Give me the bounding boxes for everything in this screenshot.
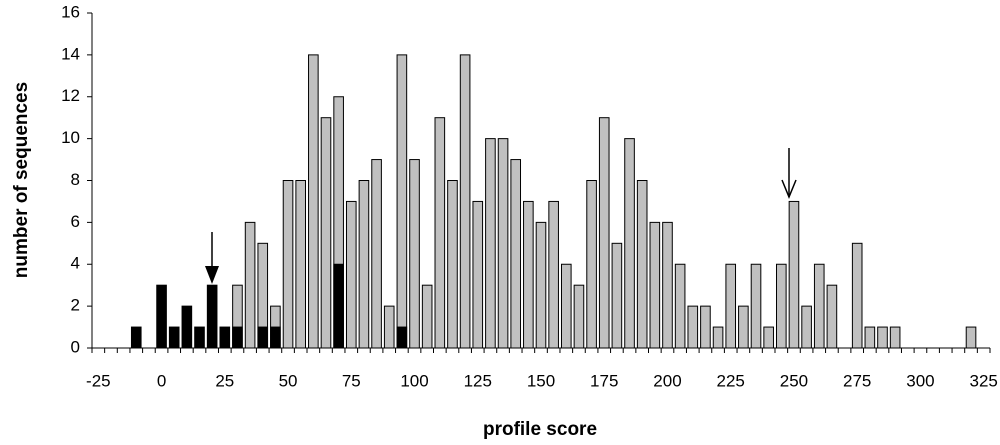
y-tick-label: 16: [61, 2, 80, 21]
x-axis-title: profile score: [483, 419, 597, 440]
bar: [308, 54, 319, 349]
y-tick-label: 4: [71, 254, 80, 273]
x-tick-label: 250: [780, 371, 808, 390]
bar: [497, 138, 509, 349]
y-tick-label: 0: [71, 337, 80, 356]
bar: [358, 180, 370, 349]
y-tick-label: 14: [61, 44, 80, 63]
bar: [523, 200, 534, 349]
x-tick-label: 275: [843, 371, 871, 390]
bar: [383, 305, 395, 349]
bar: [813, 263, 825, 349]
bar: [219, 326, 231, 349]
bar: [750, 263, 762, 349]
bar: [889, 326, 901, 349]
bar: [459, 54, 471, 349]
x-tick-label: 225: [717, 371, 745, 390]
bar: [801, 305, 812, 349]
x-tick-label: 325: [969, 371, 997, 390]
bar: [181, 305, 193, 349]
y-tick-label: 12: [61, 86, 80, 105]
bar: [156, 284, 167, 349]
x-tick-label: 100: [400, 371, 428, 390]
x-tick-label: 200: [653, 371, 681, 390]
bar: [712, 326, 724, 349]
x-tick-label: 300: [906, 371, 934, 390]
y-tick-label: 2: [71, 296, 80, 315]
bar: [396, 326, 408, 349]
bar: [371, 159, 382, 349]
bar: [434, 117, 446, 349]
y-axis-title: number of sequences: [11, 82, 32, 278]
bar: [447, 180, 458, 349]
bar: [270, 326, 281, 349]
bar: [333, 263, 344, 349]
bar: [548, 200, 559, 349]
bar: [763, 326, 774, 349]
bar: [485, 138, 496, 349]
x-tick-label: 175: [590, 371, 618, 390]
bar: [396, 54, 408, 349]
bar: [776, 263, 787, 349]
y-tick-label: 10: [61, 128, 80, 147]
bar: [257, 326, 269, 349]
bar: [624, 138, 635, 349]
bar: [725, 263, 737, 349]
bar: [472, 200, 484, 349]
bar: [687, 305, 699, 349]
bar: [168, 326, 180, 349]
bar: [877, 326, 888, 349]
bar: [864, 326, 876, 349]
bar: [573, 284, 585, 349]
bar: [586, 180, 597, 349]
bar: [560, 263, 572, 349]
bar: [130, 326, 142, 349]
bar: [700, 305, 711, 349]
bar: [421, 284, 433, 349]
bar: [636, 180, 648, 349]
x-tick-label: 75: [342, 371, 361, 390]
x-tick-label: 0: [157, 371, 166, 390]
bar: [965, 326, 977, 349]
x-tick-label: 25: [215, 371, 234, 390]
arrow: [205, 232, 219, 284]
bar: [282, 180, 294, 349]
x-tick-label: 50: [279, 371, 298, 390]
bar: [244, 221, 256, 349]
bar: [649, 221, 661, 349]
bar: [826, 284, 838, 349]
bar: [295, 180, 306, 349]
bar: [409, 159, 420, 349]
bar: [738, 305, 749, 349]
bar: [535, 221, 547, 349]
y-tick-label: 6: [71, 212, 80, 231]
arrow: [781, 148, 797, 199]
bar: [674, 263, 686, 349]
bar: [345, 200, 357, 349]
bar: [788, 200, 800, 349]
x-tick-label: 125: [464, 371, 492, 390]
bar: [510, 159, 522, 349]
bar: [194, 326, 205, 349]
bar: [662, 221, 673, 349]
x-tick-label: 150: [527, 371, 555, 390]
bar: [320, 117, 332, 349]
bar: [611, 242, 623, 349]
bar: [598, 117, 610, 349]
bar: [851, 242, 863, 349]
bar: [232, 326, 243, 349]
x-tick-label: -25: [86, 371, 111, 390]
y-tick-label: 8: [71, 170, 80, 189]
bar: [206, 284, 218, 349]
